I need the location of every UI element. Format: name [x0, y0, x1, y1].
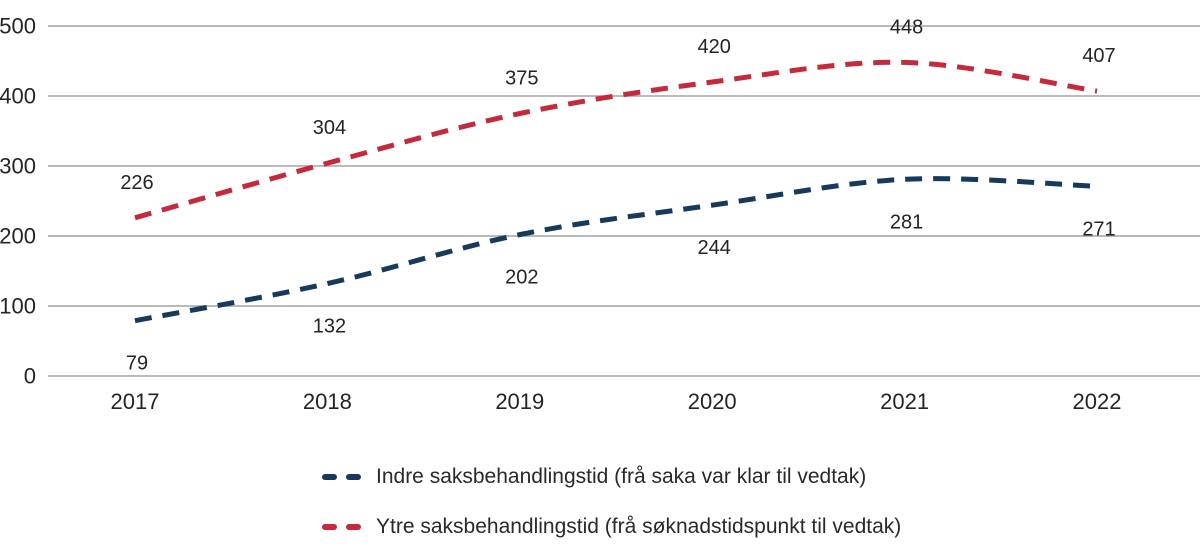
chart-legend: Indre saksbehandlingstid (frå saka var k… — [322, 464, 901, 540]
legend-label: Indre saksbehandlingstid (frå saka var k… — [376, 465, 867, 488]
x-axis-tick-label: 2017 — [111, 389, 160, 414]
y-axis-tick-label: 200 — [0, 224, 36, 249]
navy-dashed-line-swatch — [322, 474, 362, 480]
data-point-label: 244 — [698, 237, 731, 259]
data-point-label: 375 — [505, 68, 538, 90]
y-axis-tick-label: 300 — [0, 154, 36, 179]
y-axis-tick-label: 100 — [0, 294, 36, 319]
legend-item-ytre-saksbehandlingstid: Ytre saksbehandlingstid (frå søknadstids… — [322, 514, 901, 540]
data-point-label: 79 — [126, 353, 148, 375]
x-axis-tick-label: 2018 — [303, 389, 352, 414]
data-point-label: 202 — [505, 267, 538, 289]
y-axis-tick-label: 400 — [0, 84, 36, 109]
data-point-label: 407 — [1082, 45, 1115, 67]
data-point-label: 132 — [313, 316, 346, 338]
series-line — [134, 59, 1098, 221]
y-axis-tick-label: 0 — [24, 364, 36, 389]
legend-item-indre-saksbehandlingstid: Indre saksbehandlingstid (frå saka var k… — [322, 464, 901, 490]
x-axis-tick-label: 2021 — [880, 389, 929, 414]
data-point-label: 281 — [890, 211, 923, 233]
x-axis-tick-label: 2019 — [495, 389, 544, 414]
data-point-label: 448 — [890, 16, 923, 38]
data-point-label: 420 — [698, 36, 731, 58]
data-point-label: 226 — [120, 172, 153, 194]
x-axis-tick-label: 2020 — [688, 389, 737, 414]
red-dashed-line-swatch — [322, 524, 362, 530]
y-axis-tick-label: 500 — [0, 14, 36, 39]
legend-label: Ytre saksbehandlingstid (frå søknadstids… — [376, 515, 902, 538]
data-point-label: 304 — [313, 117, 346, 139]
x-axis-tick-label: 2022 — [1073, 389, 1122, 414]
series-line — [134, 176, 1098, 324]
data-point-label: 271 — [1082, 218, 1115, 240]
